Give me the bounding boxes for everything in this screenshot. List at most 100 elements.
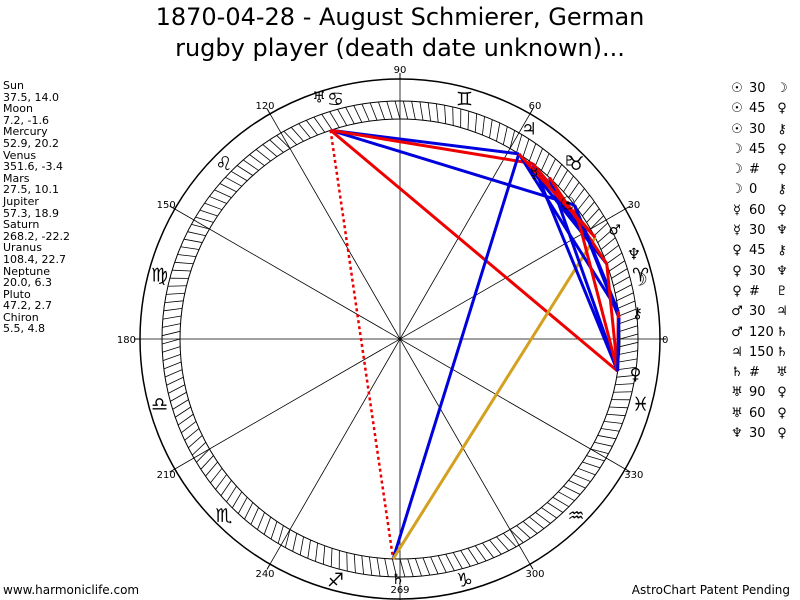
ring-hatch [436, 103, 439, 123]
sun-icon: ☉ [560, 193, 576, 214]
ring-hatch [617, 366, 637, 371]
ring-hatch [386, 101, 393, 120]
aspect-angle: 120 [749, 324, 774, 340]
ring-hatch [162, 315, 182, 320]
ring-hatch [244, 502, 254, 520]
ring-hatch [467, 548, 479, 564]
ring-hatch [162, 323, 181, 328]
ring-hatch [255, 149, 271, 162]
mars-icon: ♂ [608, 222, 621, 238]
ring-hatch [603, 421, 623, 424]
aspect-planet-b: ♀ [777, 202, 787, 218]
ring-hatch [226, 485, 237, 503]
ring-hatch [590, 215, 604, 230]
ring-hatch [616, 292, 634, 302]
aspect-line [616, 317, 621, 372]
ring-hatch [161, 330, 181, 337]
ring-hatch [394, 100, 401, 120]
ring-hatch [161, 338, 181, 345]
aspect-planet-a: ☿ [733, 202, 741, 218]
ring-hatch [196, 448, 210, 463]
ring-hatch [384, 558, 389, 577]
aspect-planet-a: ☉ [731, 81, 743, 96]
ring-hatch [427, 102, 432, 122]
aspect-line [330, 128, 533, 166]
ring-hatch [496, 536, 510, 551]
ring-hatch [489, 539, 502, 555]
ring-hatch [541, 507, 557, 519]
neptune-icon: ♆ [627, 244, 641, 263]
ring-hatch [231, 491, 243, 509]
aspect-planet-b: ♀ [777, 405, 787, 421]
ring-hatch [378, 101, 386, 120]
ring-hatch [496, 122, 501, 142]
zodiac-sign-icon: ♓ [632, 393, 649, 415]
degree-tick [169, 468, 176, 473]
ring-hatch [219, 183, 237, 193]
aspect-planet-b: ♄ [776, 324, 788, 340]
aspect-planet-b: ♅ [776, 365, 788, 381]
ring-hatch [209, 196, 227, 204]
ring-hatch [593, 222, 609, 237]
ring-hatch [195, 216, 214, 223]
ring-hatch [188, 435, 203, 449]
pluto-icon: ♇ [563, 153, 576, 169]
ring-hatch [516, 134, 523, 153]
aspect-planet-a: ☿ [733, 223, 741, 239]
ring-hatch [617, 300, 636, 309]
aspect-line [605, 263, 620, 372]
aspect-angle: 45 [749, 101, 766, 117]
aspect-planet-a: ♂ [731, 304, 743, 320]
ring-hatch [460, 550, 471, 567]
ring-hatch [290, 127, 304, 142]
ring-hatch [183, 238, 203, 243]
ring-hatch [236, 165, 254, 176]
ring-hatch [594, 441, 613, 447]
zodiac-sign-icon: ♈ [632, 265, 649, 287]
ring-hatch [184, 428, 200, 441]
planet-name-pluto: Pluto [3, 287, 31, 301]
chart-title-line-1: 1870-04-28 - August Schmierer, German [155, 3, 645, 31]
ring-hatch [619, 350, 638, 355]
planet-name-moon: Moon [3, 102, 33, 116]
ring-hatch [563, 175, 574, 193]
degree-label: 180 [117, 335, 136, 346]
aspect-line [329, 129, 619, 373]
aspect-angle: 45 [749, 141, 766, 157]
planet-name-neptune: Neptune [3, 264, 51, 278]
ring-hatch [172, 399, 189, 410]
ring-hatch [615, 383, 634, 386]
ring-hatch [243, 159, 259, 171]
aspect-planet-b: ♀ [777, 385, 787, 401]
ring-hatch [577, 194, 590, 210]
aspect-planet-a: ☽ [731, 141, 743, 157]
degree-tick [266, 108, 271, 115]
ring-hatch [204, 202, 223, 211]
ring-hatch [391, 558, 398, 578]
ring-hatch [250, 507, 259, 525]
ring-hatch [582, 201, 595, 217]
ring-hatch [368, 556, 373, 576]
ring-hatch [489, 119, 493, 139]
ring-hatch [618, 358, 638, 363]
ring-hatch [535, 512, 551, 524]
aspect-planet-b: ♇ [776, 283, 788, 299]
aspect-angle: 30 [749, 81, 766, 96]
ring-hatch [353, 554, 356, 573]
degree-label: 90 [394, 65, 407, 76]
ring-hatch [546, 158, 556, 176]
aspect-line [330, 128, 575, 207]
ring-hatch [541, 153, 550, 171]
ring-hatch [609, 260, 625, 272]
ring-hatch [263, 516, 272, 535]
footer-website[interactable]: www.harmoniclife.com [3, 583, 140, 597]
ring-hatch [552, 164, 563, 181]
ring-hatch [376, 557, 381, 577]
ring-hatch [402, 100, 409, 120]
planet-coords-jupiter: 57.3, 18.9 [3, 206, 59, 220]
degree-tick [624, 205, 631, 210]
ring-hatch [305, 120, 318, 136]
ring-hatch [606, 252, 623, 265]
ring-hatch [337, 109, 348, 126]
